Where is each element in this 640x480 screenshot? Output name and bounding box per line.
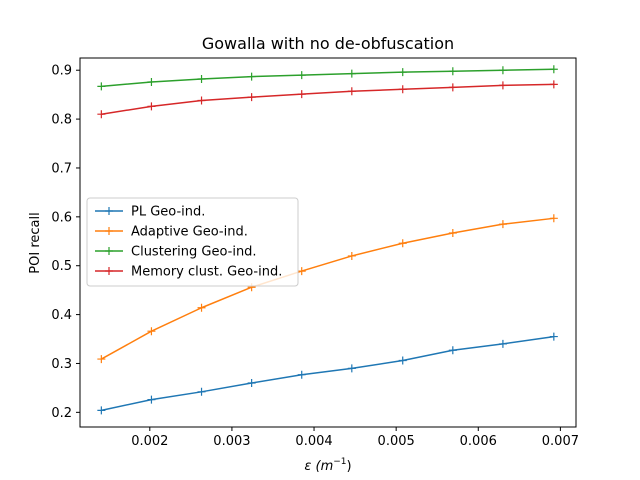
x-axis-label-main: ε (m bbox=[304, 459, 333, 474]
x-tick-label: 0.007 bbox=[542, 434, 579, 449]
data-point bbox=[197, 303, 206, 312]
y-tick-label: 0.2 bbox=[51, 406, 72, 421]
chart-title: Gowalla with no de-obfuscation bbox=[202, 34, 454, 53]
data-point bbox=[398, 85, 407, 94]
data-point bbox=[448, 67, 457, 76]
data-point bbox=[297, 370, 306, 379]
x-tick-label: 0.006 bbox=[460, 434, 497, 449]
plot-area bbox=[97, 65, 558, 415]
x-tick-label: 0.004 bbox=[295, 434, 332, 449]
legend-marker bbox=[105, 247, 113, 255]
y-tick-label: 0.8 bbox=[51, 113, 72, 128]
data-point bbox=[147, 102, 156, 111]
data-point bbox=[97, 110, 106, 119]
data-point bbox=[498, 220, 507, 229]
data-point bbox=[247, 379, 256, 388]
data-point bbox=[498, 66, 507, 75]
legend-marker bbox=[105, 207, 113, 215]
data-point bbox=[448, 83, 457, 92]
data-point bbox=[297, 71, 306, 80]
y-axis: 0.2 0.3 0.4 0.5 0.6 0.7 0.8 0.9 bbox=[51, 64, 80, 421]
y-tick-label: 0.7 bbox=[51, 161, 72, 176]
series-line-4 bbox=[101, 83, 554, 115]
legend-label: Adaptive Geo-ind. bbox=[131, 225, 248, 240]
x-axis-label-close: ) bbox=[347, 459, 352, 474]
legend-marker bbox=[105, 267, 113, 275]
y-tick-label: 0.5 bbox=[51, 259, 72, 274]
data-point bbox=[448, 346, 457, 355]
legend-label: PL Geo-ind. bbox=[131, 205, 205, 220]
data-point bbox=[97, 82, 106, 91]
data-point bbox=[97, 406, 106, 415]
data-point bbox=[549, 80, 558, 89]
x-tick-label: 0.002 bbox=[131, 434, 168, 449]
series-line-3 bbox=[101, 68, 554, 88]
data-point bbox=[97, 355, 106, 364]
x-tick-label: 0.005 bbox=[378, 434, 415, 449]
legend-marker bbox=[105, 227, 113, 235]
data-point bbox=[549, 332, 558, 341]
data-point bbox=[247, 72, 256, 81]
data-point bbox=[147, 77, 156, 86]
data-point bbox=[197, 96, 206, 105]
series-line-1 bbox=[101, 335, 554, 412]
axes-frame bbox=[79, 57, 577, 428]
data-point bbox=[498, 339, 507, 348]
data-point bbox=[347, 69, 356, 78]
data-point bbox=[549, 214, 558, 223]
legend-label: Clustering Geo-ind. bbox=[131, 245, 257, 260]
y-tick-label: 0.9 bbox=[51, 64, 72, 79]
x-axis: 0.002 0.003 0.004 0.005 0.006 0.007 bbox=[131, 427, 579, 449]
data-point bbox=[398, 356, 407, 365]
data-point bbox=[247, 93, 256, 102]
data-point bbox=[549, 65, 558, 74]
data-point bbox=[197, 387, 206, 396]
data-point bbox=[147, 327, 156, 336]
y-tick-label: 0.6 bbox=[51, 210, 72, 225]
data-point bbox=[498, 81, 507, 90]
data-point bbox=[448, 228, 457, 237]
series-line-2 bbox=[100, 217, 554, 360]
data-point bbox=[347, 251, 356, 260]
data-point bbox=[197, 75, 206, 84]
data-point bbox=[398, 68, 407, 77]
legend: PL Geo-ind. Adaptive Geo-ind. Clustering G… bbox=[86, 197, 299, 287]
data-point bbox=[347, 87, 356, 96]
y-axis-label: POI recall bbox=[28, 212, 43, 273]
y-tick-label: 0.3 bbox=[51, 357, 72, 372]
data-point bbox=[297, 267, 306, 276]
data-point bbox=[297, 90, 306, 99]
legend-label: Memory clust. Geo-ind. bbox=[131, 265, 282, 280]
data-point bbox=[398, 239, 407, 248]
x-axis-label-sup: −1 bbox=[333, 457, 346, 467]
x-tick-label: 0.003 bbox=[213, 434, 250, 449]
y-tick-label: 0.4 bbox=[51, 308, 72, 323]
data-point bbox=[347, 364, 356, 373]
data-point bbox=[147, 395, 156, 404]
x-axis-label: ε (m−1) bbox=[304, 457, 351, 474]
legend-box bbox=[86, 197, 299, 287]
